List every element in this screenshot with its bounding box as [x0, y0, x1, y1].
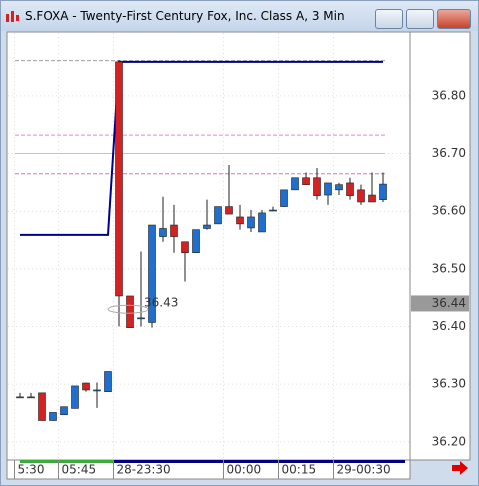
candle-body: [214, 206, 222, 225]
candle-body: [181, 241, 189, 254]
candle-body: [335, 184, 343, 191]
y-tick-label: 36.80: [432, 88, 466, 102]
annotation-label: 36.43: [144, 296, 178, 310]
line-series: [20, 60, 383, 236]
candle-body: [346, 182, 354, 196]
y-tick-label: 36.30: [432, 377, 466, 391]
candle-body: [192, 229, 200, 254]
y-tick-label: 36.40: [432, 319, 466, 333]
candle-body: [203, 224, 211, 229]
candle-body: [93, 389, 101, 392]
x-tick-label: 00:00: [227, 463, 262, 477]
x-tick-label: 28-23:30: [117, 463, 171, 477]
candle-body: [27, 396, 35, 399]
candle-body: [82, 382, 90, 391]
candle-body: [38, 392, 46, 421]
candle-body: [49, 412, 57, 421]
candle-body: [291, 177, 299, 191]
y-tick-label: 36.50: [432, 261, 466, 275]
candle-body: [269, 209, 277, 212]
session-bar: [113, 460, 405, 463]
y-tick-label: 36.70: [432, 146, 466, 160]
x-tick-label: 29-00:30: [337, 463, 391, 477]
candle-body: [324, 182, 332, 196]
title-bar: S.FOXA - Twenty-First Century Fox, Inc. …: [1, 1, 478, 31]
candle-body: [368, 194, 376, 203]
candle-body: [247, 216, 255, 229]
candle-body: [379, 183, 387, 200]
x-tick-label: 00:15: [282, 463, 317, 477]
candle-body: [16, 396, 24, 399]
candle-body: [302, 177, 310, 185]
candle-body: [280, 189, 288, 207]
y-tick-label: 36.20: [432, 434, 466, 448]
x-tick-label: 5:30: [18, 463, 45, 477]
candle-body: [236, 216, 244, 225]
x-tick-label: 05:45: [62, 463, 97, 477]
y-tick-label: 36.60: [432, 204, 466, 218]
last-price-box: [411, 295, 469, 312]
session-bar: [20, 460, 113, 463]
candle-body: [104, 371, 112, 392]
candle-body: [225, 206, 233, 215]
candle-body: [357, 189, 365, 203]
candle-body: [258, 212, 266, 233]
candle-body: [170, 224, 178, 237]
scroll-arrow[interactable]: [452, 461, 468, 475]
candle-body: [115, 61, 123, 297]
last-price-label: 36.44: [432, 296, 466, 310]
candle-body: [60, 406, 68, 416]
candle-body: [71, 385, 79, 409]
minimize-button[interactable]: [375, 9, 403, 29]
app-icon: [6, 11, 19, 22]
candle-body: [126, 295, 134, 328]
annotation-marker: [107, 304, 149, 314]
candle-body: [313, 177, 321, 196]
candle-body: [137, 317, 145, 320]
maximize-button[interactable]: [406, 9, 434, 29]
candle-body: [148, 224, 156, 323]
window-title: S.FOXA - Twenty-First Century Fox, Inc. …: [25, 9, 345, 23]
close-button[interactable]: [437, 9, 471, 29]
candle-body: [159, 228, 167, 237]
